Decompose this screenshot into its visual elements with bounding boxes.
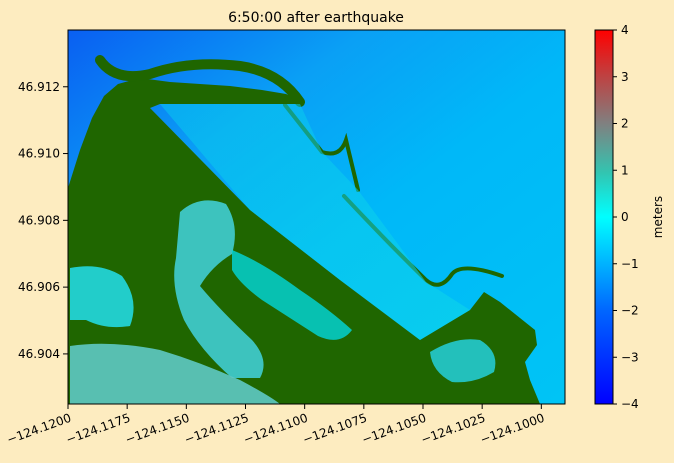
- colorbar-label: meters: [651, 196, 665, 238]
- colorbar: [594, 29, 614, 405]
- chart-title: 6:50:00 after earthquake: [228, 10, 404, 26]
- x-tick-label: −124.1125: [182, 411, 250, 447]
- x-tick-label: −124.1150: [123, 411, 191, 447]
- y-tick-label: 46.906: [18, 280, 60, 294]
- breakwater-spur: [283, 103, 360, 192]
- colorbar-tick-label: 0: [621, 210, 629, 224]
- north-breakwater: [95, 55, 305, 107]
- x-tick-label: −124.1200: [5, 411, 73, 447]
- x-tick-label: −124.1100: [242, 411, 310, 447]
- y-tick-label: 46.910: [18, 147, 60, 161]
- y-tick-label: 46.912: [18, 80, 60, 94]
- axes-frame: [67, 29, 566, 405]
- x-tick-label: −124.1025: [419, 411, 487, 447]
- colorbar-ticks: 4 3 2 1 0 −1 −2 −3 −4: [613, 23, 639, 411]
- x-tick-label: −124.1075: [301, 411, 369, 447]
- y-axis-ticks: 46.904 46.906 46.908 46.910 46.912: [18, 80, 68, 361]
- y-tick-label: 46.908: [18, 213, 60, 227]
- x-axis-ticks: −124.1200−124.1175−124.1150−124.1125−124…: [5, 404, 546, 447]
- colorbar-tick-label: −4: [621, 397, 639, 411]
- flooded-zone-center: [174, 200, 264, 378]
- colorbar-tick-label: 2: [621, 117, 629, 131]
- inner-harbor: [160, 104, 470, 340]
- x-tick-label: −124.1050: [360, 411, 428, 447]
- x-tick-label: −124.1175: [64, 411, 132, 447]
- flooded-zone-southwest: [70, 343, 280, 404]
- flooded-zone-channel: [232, 250, 352, 340]
- y-tick-label: 46.904: [18, 347, 60, 361]
- colorbar-tick-label: 4: [621, 23, 629, 37]
- colorbar-tick-label: −2: [621, 304, 639, 318]
- flooded-zone-west: [70, 266, 134, 328]
- colorbar-tick-label: −1: [621, 257, 639, 271]
- colorbar-tick-label: 3: [621, 70, 629, 84]
- colorbar-tick-label: −3: [621, 350, 639, 364]
- plot-area: [68, 30, 565, 404]
- colorbar-tick-label: 1: [621, 163, 629, 177]
- x-tick-label: −124.1000: [478, 411, 546, 447]
- flooded-zone-southeast: [430, 339, 496, 383]
